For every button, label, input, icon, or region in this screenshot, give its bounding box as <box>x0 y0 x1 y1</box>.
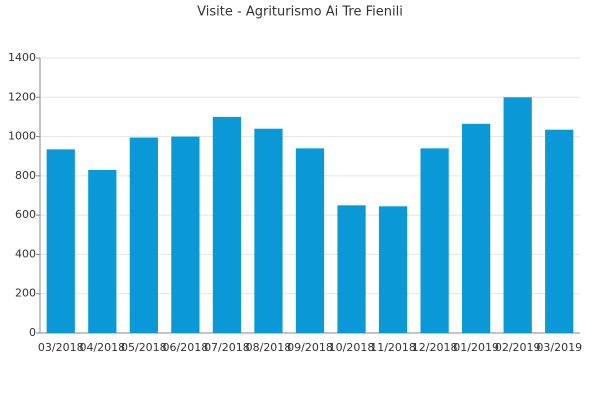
x-tick-label: 12/2018 <box>412 341 458 354</box>
x-tick-label: 03/2018 <box>38 341 84 354</box>
y-tick-label: 600 <box>15 208 36 221</box>
y-tick-label: 800 <box>15 169 36 182</box>
y-tick-label: 1400 <box>8 51 36 64</box>
bar <box>88 169 117 333</box>
bar <box>378 206 408 333</box>
bar <box>420 148 449 333</box>
x-tick-label: 01/2019 <box>453 341 499 354</box>
bar <box>254 128 283 333</box>
x-tick-label: 05/2018 <box>121 341 167 354</box>
y-tick-label: 0 <box>29 326 36 339</box>
chart-title: Visite - Agriturismo Ai Tre Fienili <box>197 5 403 20</box>
x-tick-label: 09/2018 <box>287 341 333 354</box>
x-tick-label: 03/2019 <box>536 341 582 354</box>
x-tick-label: 10/2018 <box>329 341 375 354</box>
x-tick-label: 07/2018 <box>204 341 250 354</box>
x-tick-label: 08/2018 <box>246 341 292 354</box>
y-tick-label: 1000 <box>8 130 36 143</box>
bar <box>462 123 491 333</box>
bar <box>171 136 200 333</box>
x-tick-label: 02/2019 <box>495 341 541 354</box>
bar <box>295 148 325 333</box>
bar <box>46 149 75 333</box>
bar <box>337 205 366 333</box>
x-tick-label: 11/2018 <box>370 341 416 354</box>
bar <box>503 97 532 334</box>
bar <box>212 116 242 333</box>
x-tick-label: 06/2018 <box>163 341 209 354</box>
y-tick-label: 1200 <box>8 90 36 103</box>
y-tick-label: 200 <box>15 287 36 300</box>
bar <box>545 129 574 333</box>
bar <box>129 137 158 333</box>
y-tick-label: 400 <box>15 247 36 260</box>
x-tick-label: 04/2018 <box>79 341 125 354</box>
